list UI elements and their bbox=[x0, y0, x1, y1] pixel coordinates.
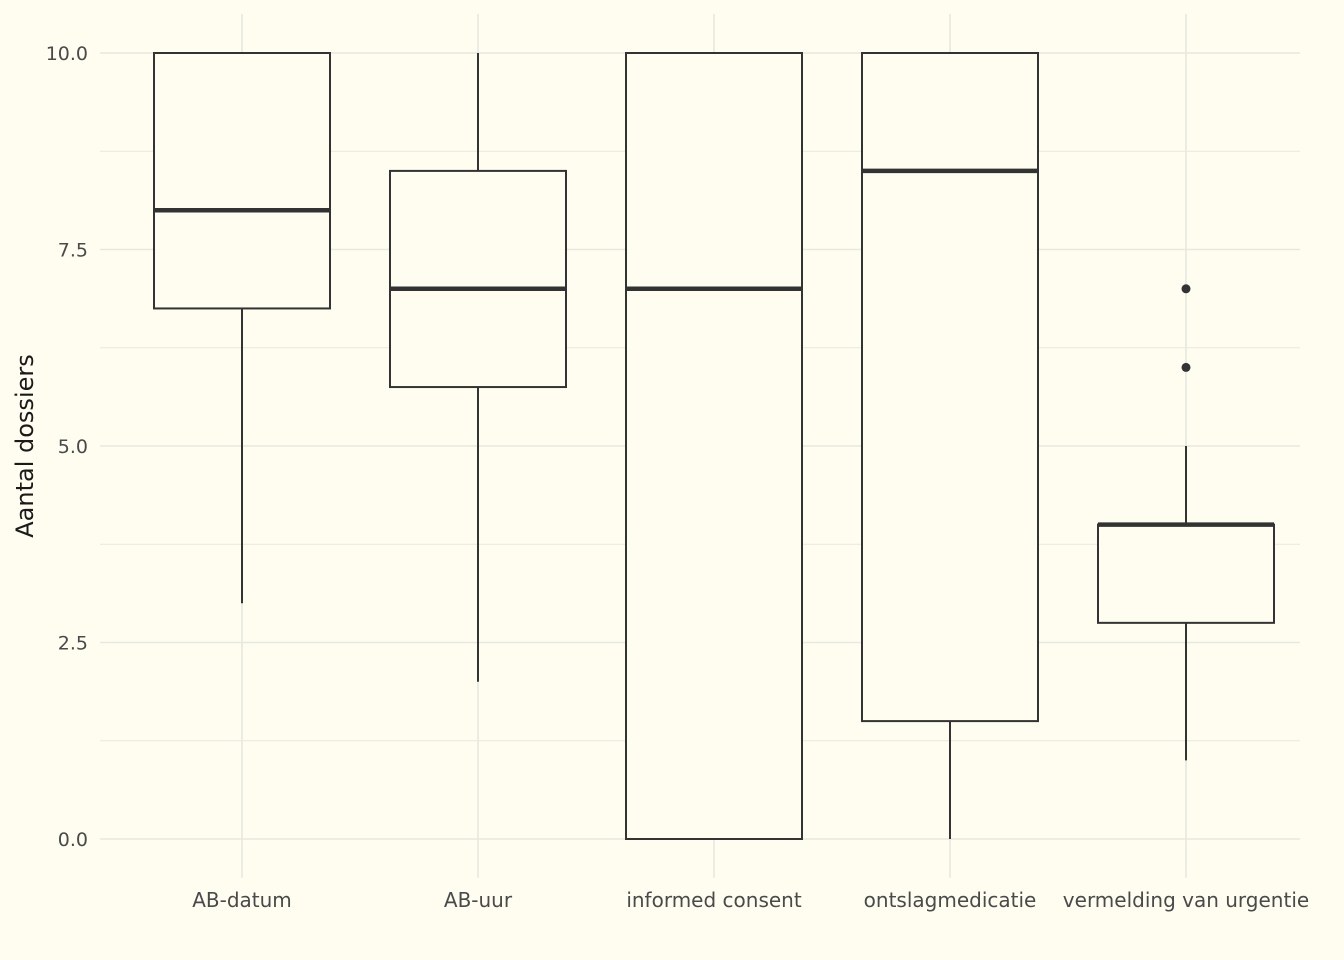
box-iqr bbox=[625, 52, 803, 840]
y-tick-label: 5.0 bbox=[58, 436, 88, 458]
outlier-point bbox=[1181, 362, 1191, 372]
box-3 bbox=[861, 52, 1039, 839]
box-iqr bbox=[389, 169, 567, 389]
box-1 bbox=[389, 53, 567, 682]
x-tick-label: informed consent bbox=[626, 888, 802, 912]
y-tick-label: 2.5 bbox=[58, 633, 88, 655]
outlier-point bbox=[1181, 284, 1191, 294]
y-axis-ticks: 0.0 2.5 5.0 7.5 10.0 bbox=[46, 43, 88, 851]
box-iqr bbox=[153, 52, 331, 310]
box-iqr bbox=[861, 52, 1039, 723]
x-axis-ticks: AB-datum AB-uur informed consent ontslagmed… bbox=[192, 888, 1309, 912]
x-tick-label: AB-datum bbox=[192, 888, 292, 912]
x-tick-label: AB-uur bbox=[444, 888, 513, 912]
y-tick-label: 10.0 bbox=[46, 43, 88, 65]
box-iqr bbox=[1097, 523, 1275, 624]
y-axis-title: Aantal dossiers bbox=[11, 354, 39, 537]
box-2 bbox=[625, 52, 803, 840]
box-4 bbox=[1097, 284, 1275, 761]
boxes bbox=[153, 52, 1275, 840]
x-tick-label: ontslagmedicatie bbox=[864, 888, 1037, 912]
y-tick-label: 0.0 bbox=[58, 829, 88, 851]
box-0 bbox=[153, 52, 331, 604]
x-tick-label: vermelding van urgentie bbox=[1063, 888, 1309, 912]
y-tick-label: 7.5 bbox=[58, 240, 88, 262]
